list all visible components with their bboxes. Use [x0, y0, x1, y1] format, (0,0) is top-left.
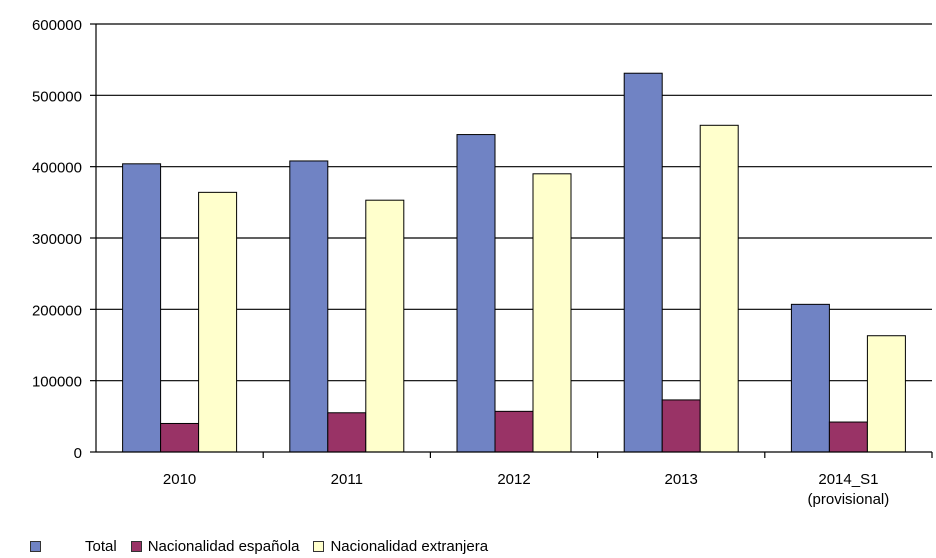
x-tick-label: 2012: [497, 471, 530, 488]
bar-nacionalidad-española-4: [828, 421, 868, 453]
y-tick-label: 400000: [32, 160, 82, 177]
legend-swatch: [30, 540, 41, 552]
bar-nacionalidad-española-0: [160, 422, 200, 453]
legend-item-nacionalidad-española: Nacionalidad española: [130, 537, 300, 555]
y-tick-label: 100000: [32, 374, 82, 391]
y-tick-label: 0: [74, 445, 82, 462]
x-tick-label: 2013: [665, 471, 698, 488]
bar-nacionalidad-extranjera-2: [532, 173, 572, 453]
bar-total-3: [623, 72, 663, 453]
bar-nacionalidad-extranjera-0: [198, 191, 238, 453]
legend-swatch: [130, 540, 142, 552]
legend-label: Nacionalidad española: [147, 537, 300, 555]
y-tick-label: 300000: [32, 231, 82, 248]
legend-item-total: Total: [30, 538, 117, 555]
legend-item-nacionalidad-extranjera: Nacionalidad extranjera: [313, 538, 488, 555]
bar-nacionalidad-española-2: [494, 410, 534, 453]
bar-total-1: [289, 160, 329, 453]
y-tick-label: 600000: [32, 17, 82, 34]
x-tick-label: (provisional): [808, 491, 890, 508]
bars: [122, 72, 906, 453]
bar-total-0: [122, 163, 162, 453]
bar-chart: 0 100000 200000 300000 400000 500000 600000 20…: [32, 17, 933, 508]
axes: [95, 24, 933, 458]
x-tick-label: 2014_S1: [818, 471, 878, 488]
legend-label: Nacionalidad extranjera: [330, 537, 489, 555]
legend-swatch: [313, 540, 325, 552]
legend-label: Total: [85, 537, 117, 555]
x-tick-label: 2011: [331, 471, 363, 488]
x-axis-labels: 2010 2011 2012 2013 2014_S1 (provisional): [163, 471, 889, 508]
y-axis-ticks: 0 100000 200000 300000 400000 500000 600000: [32, 17, 96, 462]
bar-nacionalidad-extranjera-4: [866, 335, 906, 453]
bar-total-4: [790, 303, 830, 453]
bar-nacionalidad-española-3: [661, 399, 701, 453]
bar-nacionalidad-española-1: [327, 412, 367, 453]
y-tick-label: 200000: [32, 302, 82, 319]
y-tick-label: 500000: [32, 88, 82, 105]
bar-nacionalidad-extranjera-1: [365, 199, 405, 453]
bar-total-2: [456, 134, 496, 453]
bar-nacionalidad-extranjera-3: [699, 124, 739, 453]
legend: Total Nacionalidad española Nacionalidad e…: [30, 535, 502, 557]
x-tick-label: 2010: [163, 471, 196, 488]
